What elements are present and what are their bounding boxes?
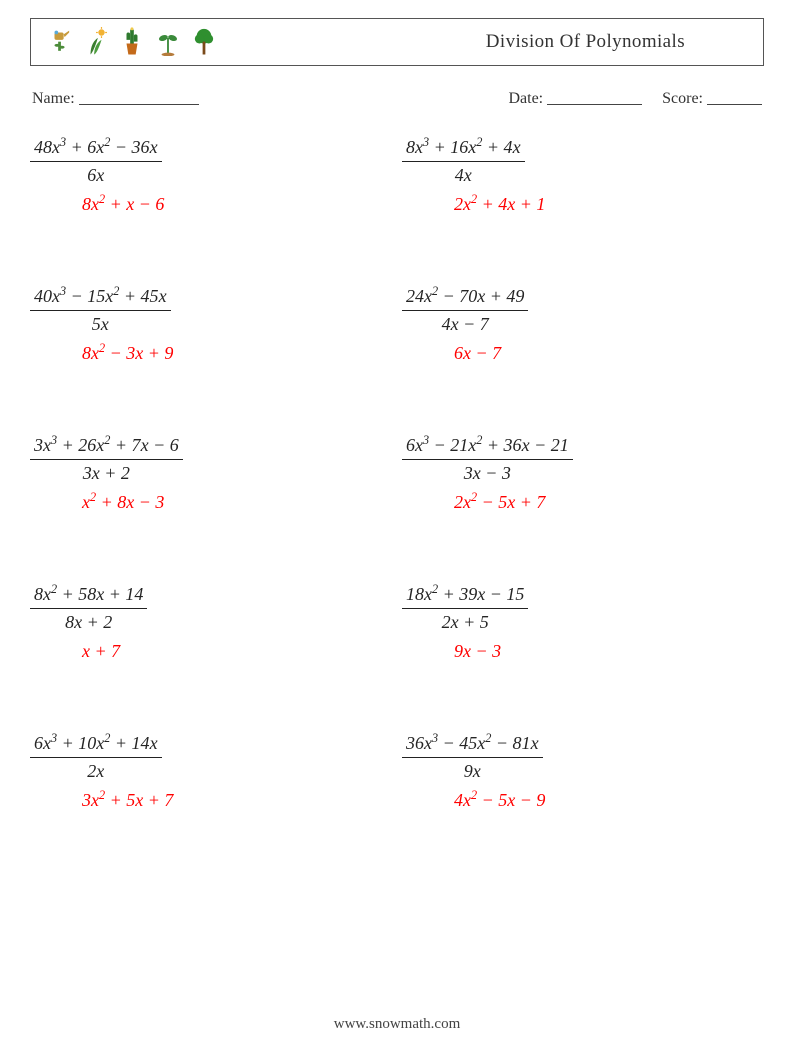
date-blank[interactable] <box>547 88 642 105</box>
fraction-numerator: 8x3 + 16x2 + 4x <box>402 136 525 161</box>
problem-fraction: 48x3 + 6x2 − 36x6x <box>30 136 162 186</box>
header-box: Division Of Polynomials <box>30 18 764 66</box>
fraction-denominator: 5x <box>88 311 113 336</box>
problem-fraction: 40x3 − 15x2 + 45x5x <box>30 285 171 335</box>
worksheet-page: Division Of Polynomials Name: Date: Scor… <box>0 0 794 1053</box>
problem-answer: 3x2 + 5x + 7 <box>30 790 173 811</box>
tree-icon <box>193 27 215 57</box>
fraction-denominator: 9x <box>460 758 485 783</box>
date-field: Date: <box>508 86 642 108</box>
problem-fraction: 3x3 + 26x2 + 7x − 63x + 2 <box>30 434 183 484</box>
problem-answer: x2 + 8x − 3 <box>30 492 164 513</box>
problem-fraction: 36x3 − 45x2 − 81x9x <box>402 732 543 782</box>
score-blank[interactable] <box>707 88 762 105</box>
cactus-icon <box>121 27 143 57</box>
fraction-numerator: 6x3 − 21x2 + 36x − 21 <box>402 434 573 459</box>
problem-fraction: 6x3 + 10x2 + 14x2x <box>30 732 162 782</box>
icon-row <box>49 27 215 57</box>
watering-can-icon <box>49 27 71 57</box>
fraction-denominator: 8x + 2 <box>61 609 116 634</box>
date-label: Date: <box>508 90 543 107</box>
problem-fraction: 18x2 + 39x − 152x + 5 <box>402 583 528 633</box>
problem-9: 6x3 + 10x2 + 14x2x 3x2 + 5x + 7 <box>30 732 392 811</box>
problem-6: 6x3 − 21x2 + 36x − 213x − 3 2x2 − 5x + 7 <box>402 434 764 513</box>
fraction-denominator: 2x + 5 <box>438 609 493 634</box>
fraction-denominator: 3x + 2 <box>79 460 134 485</box>
name-field: Name: <box>32 86 199 108</box>
problem-7: 8x2 + 58x + 148x + 2 x + 7 <box>30 583 392 662</box>
problem-answer: 6x − 7 <box>402 343 501 364</box>
fraction-denominator: 6x <box>83 162 108 187</box>
worksheet-title: Division Of Polynomials <box>486 31 685 53</box>
fraction-denominator: 4x <box>451 162 476 187</box>
fraction-numerator: 3x3 + 26x2 + 7x − 6 <box>30 434 183 459</box>
fraction-numerator: 24x2 − 70x + 49 <box>402 285 528 310</box>
problem-fraction: 8x2 + 58x + 148x + 2 <box>30 583 147 633</box>
fraction-numerator: 48x3 + 6x2 − 36x <box>30 136 162 161</box>
fraction-numerator: 8x2 + 58x + 14 <box>30 583 147 608</box>
meta-row: Name: Date: Score: <box>30 86 764 108</box>
score-label: Score: <box>662 90 703 107</box>
fraction-numerator: 40x3 − 15x2 + 45x <box>30 285 171 310</box>
problem-answer: 2x2 − 5x + 7 <box>402 492 545 513</box>
fraction-numerator: 36x3 − 45x2 − 81x <box>402 732 543 757</box>
problem-4: 24x2 − 70x + 494x − 7 6x − 7 <box>402 285 764 364</box>
problem-fraction: 8x3 + 16x2 + 4x4x <box>402 136 525 186</box>
problem-answer: 2x2 + 4x + 1 <box>402 194 545 215</box>
problem-2: 8x3 + 16x2 + 4x4x 2x2 + 4x + 1 <box>402 136 764 215</box>
problem-10: 36x3 − 45x2 − 81x9x 4x2 − 5x − 9 <box>402 732 764 811</box>
sprout-icon <box>157 27 179 57</box>
problem-8: 18x2 + 39x − 152x + 5 9x − 3 <box>402 583 764 662</box>
problems-grid: 48x3 + 6x2 − 36x6x 8x2 + x − 6 8x3 + 16x2 … <box>30 136 764 811</box>
leaf-sun-icon <box>85 27 107 57</box>
problem-answer: 4x2 − 5x − 9 <box>402 790 545 811</box>
problem-answer: x + 7 <box>30 641 120 662</box>
fraction-numerator: 6x3 + 10x2 + 14x <box>30 732 162 757</box>
fraction-denominator: 3x − 3 <box>460 460 515 485</box>
problem-5: 3x3 + 26x2 + 7x − 63x + 2 x2 + 8x − 3 <box>30 434 392 513</box>
problem-3: 40x3 − 15x2 + 45x5x 8x2 − 3x + 9 <box>30 285 392 364</box>
fraction-numerator: 18x2 + 39x − 15 <box>402 583 528 608</box>
fraction-denominator: 2x <box>83 758 108 783</box>
fraction-denominator: 4x − 7 <box>438 311 493 336</box>
score-field: Score: <box>662 86 762 108</box>
footer-url: www.snowmath.com <box>0 1016 794 1033</box>
problem-answer: 9x − 3 <box>402 641 501 662</box>
problem-fraction: 6x3 − 21x2 + 36x − 213x − 3 <box>402 434 573 484</box>
name-blank[interactable] <box>79 88 199 105</box>
problem-fraction: 24x2 − 70x + 494x − 7 <box>402 285 528 335</box>
problem-1: 48x3 + 6x2 − 36x6x 8x2 + x − 6 <box>30 136 392 215</box>
name-label: Name: <box>32 90 75 107</box>
problem-answer: 8x2 + x − 6 <box>30 194 164 215</box>
problem-answer: 8x2 − 3x + 9 <box>30 343 173 364</box>
